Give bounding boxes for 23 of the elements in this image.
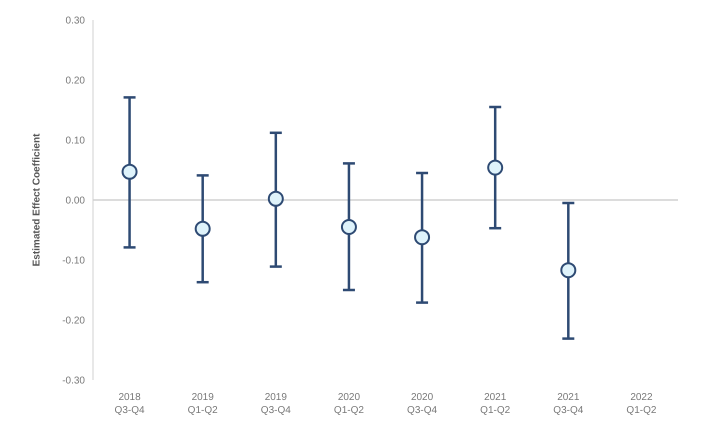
- y-tick-label: 0.00: [66, 196, 86, 207]
- x-tick-label: 2020 Q1-Q2: [334, 392, 364, 416]
- y-tick-label: -0.30: [62, 376, 86, 387]
- y-tick-label: -0.10: [62, 256, 86, 267]
- x-tick-label: 2020 Q3-Q4: [407, 392, 438, 416]
- point: [487, 160, 504, 176]
- y-tick-label: 0.10: [66, 136, 86, 147]
- y-tick-label: 0.30: [66, 16, 86, 27]
- y-axis-title: Estimated Effect Coefficient: [32, 132, 43, 266]
- x-tick-label: 2019 Q1-Q2: [188, 392, 218, 416]
- x-tick-label: 2021 Q3-Q4: [553, 392, 584, 416]
- point: [414, 229, 430, 246]
- x-tick-label: 2019 Q3-Q4: [260, 392, 292, 416]
- point: [340, 219, 357, 235]
- point: [194, 220, 211, 237]
- x-tick-label: 2021 Q1-Q2: [480, 392, 511, 416]
- x-tick-label: 2018 Q3-Q4: [114, 392, 146, 416]
- y-tick-label: -0.20: [62, 316, 86, 327]
- y-tick-label: 0.20: [66, 76, 86, 87]
- x-tick-label: 2022 Q1-Q2: [626, 392, 657, 416]
- point: [122, 164, 138, 180]
- point: [268, 190, 284, 207]
- point: [560, 262, 576, 278]
